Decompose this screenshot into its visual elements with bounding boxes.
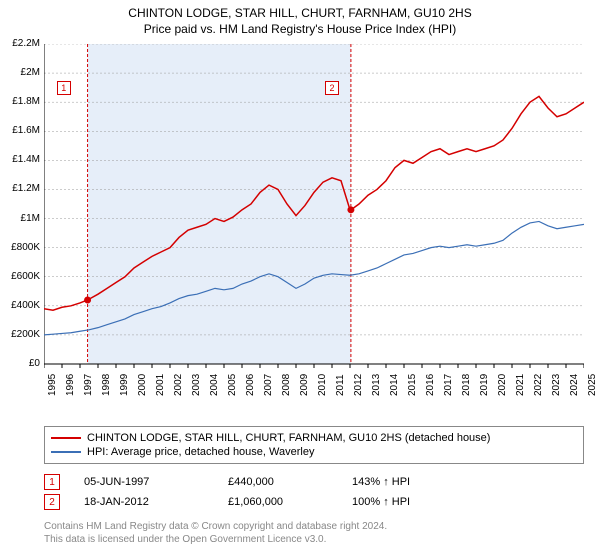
x-tick-label: 2000: [137, 374, 148, 396]
title-line1: CHINTON LODGE, STAR HILL, CHURT, FARNHAM…: [0, 6, 600, 22]
y-tick-label: £1M: [2, 213, 40, 224]
legend: CHINTON LODGE, STAR HILL, CHURT, FARNHAM…: [44, 426, 584, 464]
y-tick-label: £1.8M: [2, 96, 40, 107]
marker-price: £440,000: [228, 476, 328, 488]
x-tick-label: 2002: [173, 374, 184, 396]
y-tick-label: £2M: [2, 67, 40, 78]
chart-title: CHINTON LODGE, STAR HILL, CHURT, FARNHAM…: [0, 0, 600, 37]
y-tick-label: £800K: [2, 242, 40, 253]
x-tick-label: 1996: [65, 374, 76, 396]
legend-label: CHINTON LODGE, STAR HILL, CHURT, FARNHAM…: [87, 432, 490, 444]
marker-badge: 1: [44, 474, 60, 490]
title-line2: Price paid vs. HM Land Registry's House …: [0, 22, 600, 38]
marker-date: 05-JUN-1997: [84, 476, 204, 488]
y-tick-label: £400K: [2, 300, 40, 311]
x-tick-label: 2003: [191, 374, 202, 396]
event-badge: 1: [57, 81, 71, 95]
line-chart-svg: [44, 44, 584, 396]
legend-swatch: [51, 437, 81, 439]
x-tick-label: 2009: [299, 374, 310, 396]
marker-delta: 100% ↑ HPI: [352, 496, 472, 508]
marker-date: 18-JAN-2012: [84, 496, 204, 508]
x-tick-label: 2001: [155, 374, 166, 396]
legend-swatch: [51, 451, 81, 453]
x-tick-label: 2010: [317, 374, 328, 396]
legend-row: HPI: Average price, detached house, Wave…: [51, 445, 577, 459]
y-tick-label: £1.2M: [2, 183, 40, 194]
x-tick-label: 2007: [263, 374, 274, 396]
x-tick-label: 2020: [497, 374, 508, 396]
legend-row: CHINTON LODGE, STAR HILL, CHURT, FARNHAM…: [51, 431, 577, 445]
x-tick-label: 2023: [551, 374, 562, 396]
chart-area: £0£200K£400K£600K£800K£1M£1.2M£1.4M£1.6M…: [44, 44, 584, 396]
x-tick-label: 1998: [101, 374, 112, 396]
x-tick-label: 2004: [209, 374, 220, 396]
x-tick-label: 2012: [353, 374, 364, 396]
footer-line2: This data is licensed under the Open Gov…: [44, 533, 387, 546]
x-tick-label: 2022: [533, 374, 544, 396]
x-tick-label: 2024: [569, 374, 580, 396]
event-badge: 2: [325, 81, 339, 95]
x-tick-label: 2011: [335, 374, 346, 396]
marker-delta: 143% ↑ HPI: [352, 476, 472, 488]
x-tick-label: 1997: [83, 374, 94, 396]
legend-label: HPI: Average price, detached house, Wave…: [87, 446, 314, 458]
y-tick-label: £0: [2, 358, 40, 369]
x-tick-label: 2015: [407, 374, 418, 396]
footer-notice: Contains HM Land Registry data © Crown c…: [44, 520, 387, 546]
x-tick-label: 2006: [245, 374, 256, 396]
marker-row: 2 18-JAN-2012 £1,060,000 100% ↑ HPI: [44, 492, 472, 512]
x-tick-label: 1995: [47, 374, 58, 396]
x-tick-label: 2025: [587, 374, 598, 396]
x-tick-label: 2021: [515, 374, 526, 396]
y-tick-label: £200K: [2, 329, 40, 340]
shaded-range: [88, 44, 351, 364]
x-tick-label: 2005: [227, 374, 238, 396]
x-tick-label: 2008: [281, 374, 292, 396]
y-tick-label: £1.6M: [2, 125, 40, 136]
marker-badge: 2: [44, 494, 60, 510]
x-tick-label: 2019: [479, 374, 490, 396]
marker-row: 1 05-JUN-1997 £440,000 143% ↑ HPI: [44, 472, 472, 492]
x-tick-label: 2017: [443, 374, 454, 396]
y-tick-label: £2.2M: [2, 38, 40, 49]
x-tick-label: 1999: [119, 374, 130, 396]
x-tick-label: 2016: [425, 374, 436, 396]
x-tick-label: 2014: [389, 374, 400, 396]
marker-price: £1,060,000: [228, 496, 328, 508]
y-tick-label: £600K: [2, 271, 40, 282]
x-tick-label: 2013: [371, 374, 382, 396]
marker-table: 1 05-JUN-1997 £440,000 143% ↑ HPI 2 18-JAN-20…: [44, 472, 472, 512]
footer-line1: Contains HM Land Registry data © Crown c…: [44, 520, 387, 533]
x-tick-label: 2018: [461, 374, 472, 396]
y-tick-label: £1.4M: [2, 154, 40, 165]
